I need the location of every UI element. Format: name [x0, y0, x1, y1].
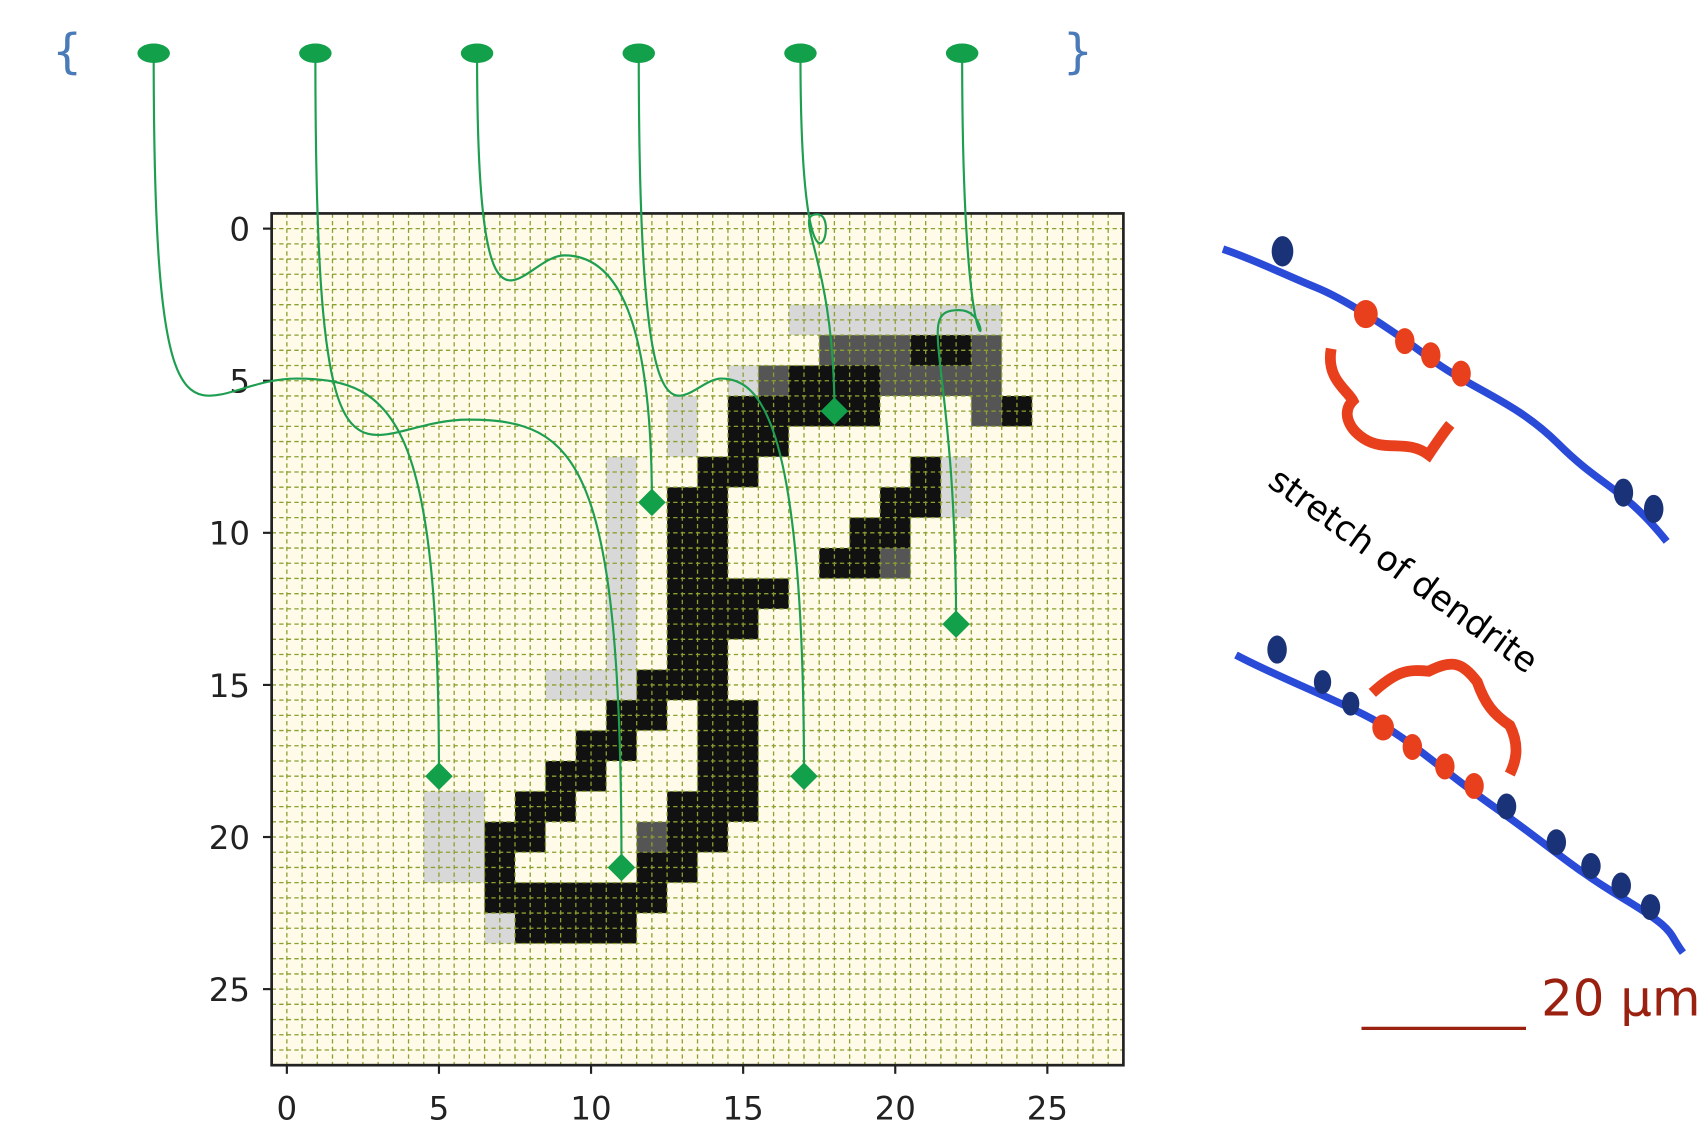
scale-bar-label: 20 µm [1541, 969, 1697, 1027]
set-open: { [52, 24, 82, 79]
sample-node [945, 43, 979, 63]
y-tick-label: 25 [209, 971, 250, 1009]
sample-node [784, 43, 817, 63]
sample-node [137, 43, 170, 63]
spines-red [1353, 300, 1484, 799]
x-tick-label: 20 [875, 1089, 916, 1126]
y-tick-label: 15 [209, 667, 250, 705]
y-tick-label: 10 [209, 515, 250, 553]
dendrite-panel: stretch of dendrite 20 µm [1221, 236, 1697, 1030]
sample-point [638, 488, 666, 517]
sample-point [425, 762, 453, 790]
dendrite-bottom [1234, 651, 1686, 955]
sample-point [790, 762, 818, 790]
brace-bottom [1368, 658, 1522, 777]
x-tick-label: 0 [277, 1089, 298, 1126]
sample-node [622, 43, 655, 63]
x-tick-label: 15 [723, 1089, 764, 1126]
x-tick-label: 10 [570, 1089, 611, 1126]
sample-point [942, 610, 970, 638]
y-tick-label: 5 [229, 363, 250, 401]
sample-link [152, 53, 441, 777]
y-tick-label: 20 [209, 819, 250, 857]
sample-link [936, 53, 982, 625]
sample-node [460, 43, 494, 63]
sample-link [799, 53, 836, 412]
plot-frame [270, 212, 1125, 1067]
sample-point [820, 397, 849, 425]
sample-link [475, 53, 653, 503]
x-tick-label: 5 [429, 1089, 450, 1126]
spines-blue [1267, 236, 1664, 921]
set-close: } [1063, 24, 1093, 79]
plot: 0 5 10 15 20 25 0 5 10 15 20 25 [209, 211, 1125, 1126]
y-tick-label: 0 [229, 211, 250, 249]
x-tick-label: 25 [1027, 1089, 1068, 1126]
brace-top [1324, 347, 1455, 463]
dendrite-label: stretch of dendrite [1261, 460, 1545, 682]
sample-node [299, 43, 332, 63]
sample-link [314, 53, 623, 868]
dendrite-top [1221, 245, 1670, 544]
sample-link [637, 53, 806, 777]
